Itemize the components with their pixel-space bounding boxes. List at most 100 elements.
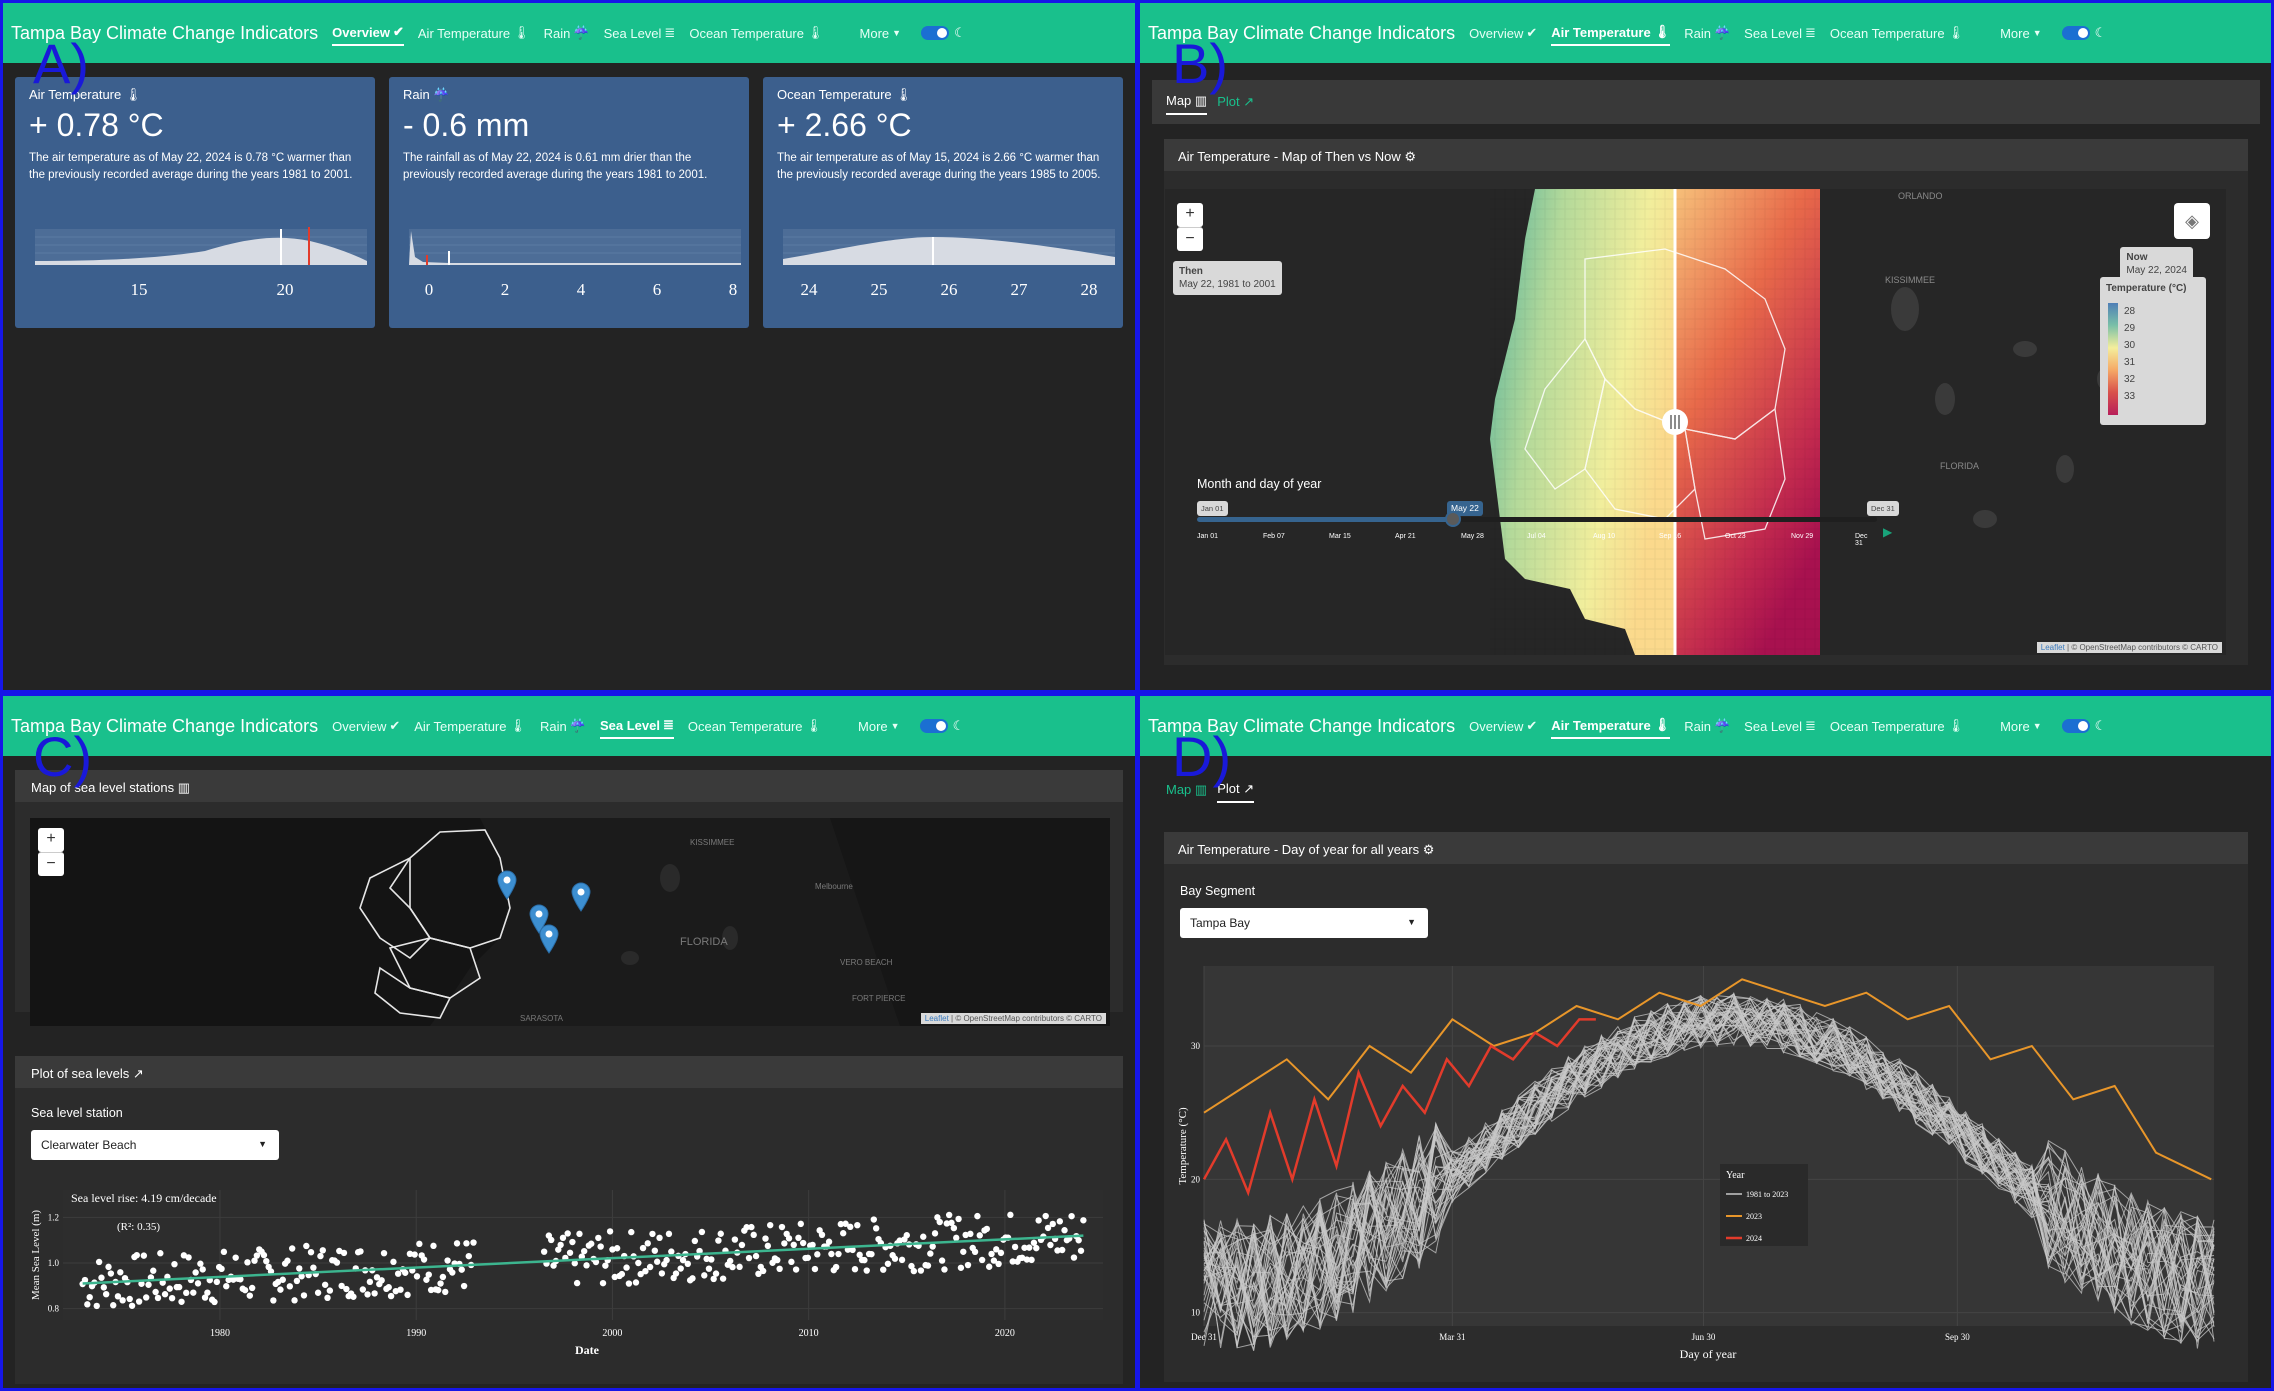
tab-plot[interactable]: Plot ↗ <box>1217 777 1255 803</box>
card-description: The air temperature as of May 15, 2024 i… <box>777 152 1101 181</box>
data-point <box>606 1228 614 1235</box>
brand[interactable]: Tampa Bay Climate Change Indicators <box>1148 715 1456 736</box>
place-label: FLORIDA <box>1940 461 1980 471</box>
brand[interactable]: Tampa Bay Climate Change Indicators <box>11 22 319 43</box>
data-point <box>442 1288 449 1296</box>
data-point <box>460 1282 468 1290</box>
data-point <box>437 1280 444 1287</box>
nav-ocean-temperature[interactable]: Ocean Temperature 🌡 <box>1829 718 1965 734</box>
zoom-in-button[interactable]: + <box>1177 203 1203 227</box>
nav-overview[interactable]: Overview ✔ <box>1469 25 1538 41</box>
data-point <box>143 1294 150 1301</box>
dark-mode-toggle[interactable] <box>919 719 948 733</box>
zoom-in-button[interactable]: + <box>38 828 64 852</box>
nav-ocean-temperature[interactable]: Ocean Temperature 🌡 <box>689 25 824 41</box>
data-point <box>623 1264 630 1271</box>
nav-overview[interactable]: Overview ✔ <box>332 718 401 734</box>
station-marker-icon[interactable] <box>570 882 592 912</box>
past-year-line <box>1203 993 2215 1328</box>
layers-icon[interactable]: ◈ <box>2174 203 2210 239</box>
data-point <box>726 1257 734 1265</box>
data-point <box>613 1245 621 1252</box>
data-point <box>731 1236 739 1243</box>
then-now-map[interactable]: ORLANDO KISSIMMEE FLORIDA + − Then May 2… <box>1165 189 2226 655</box>
chevron-down-icon: ▼ <box>2032 28 2042 38</box>
data-point <box>1058 1246 1066 1254</box>
nav-sea-level[interactable]: Sea Level ≣ <box>1744 25 1816 41</box>
station-select[interactable]: Clearwater Beach ▼ <box>31 1130 279 1160</box>
data-point <box>102 1290 110 1298</box>
thermometer-icon: 🌡 <box>124 87 142 102</box>
data-point <box>84 1301 91 1308</box>
brand[interactable]: Tampa Bay Climate Change Indicators <box>11 715 319 736</box>
nav-rain[interactable]: Rain ☔ <box>1684 718 1731 734</box>
nav-overview[interactable]: Overview ✔ <box>332 20 404 46</box>
nav-rain[interactable]: Rain ☔ <box>543 25 590 41</box>
nav-rain[interactable]: Rain ☔ <box>1684 25 1731 41</box>
nav-air-temperature[interactable]: Air Temperature 🌡 <box>414 718 527 734</box>
dark-mode-toggle[interactable] <box>2061 26 2090 40</box>
nav-air-temperature[interactable]: Air Temperature 🌡 <box>1551 20 1671 46</box>
y-tick-label: 1.0 <box>48 1258 60 1268</box>
thermometer-icon: 🌡 <box>1653 717 1671 732</box>
data-point <box>750 1231 757 1239</box>
data-point <box>371 1290 378 1297</box>
nav-rain[interactable]: Rain ☔ <box>540 718 586 734</box>
brand[interactable]: Tampa Bay Climate Change Indicators <box>1148 22 1456 43</box>
data-point <box>705 1265 713 1272</box>
moon-icon: ☾ <box>2094 25 2107 40</box>
data-point <box>1030 1239 1038 1246</box>
nav-air-temperature[interactable]: Air Temperature 🌡 <box>1551 713 1671 739</box>
nav-sea-level[interactable]: Sea Level ≣ <box>599 713 674 739</box>
sea-level-station-map[interactable]: KISSIMMEE Melbourne FLORIDA VERO BEACH F… <box>30 818 1110 1026</box>
data-point <box>1009 1258 1016 1265</box>
card-title: Air Temperature 🌡 <box>29 87 142 102</box>
place-label: SARASOTA <box>520 1014 563 1023</box>
data-point <box>95 1258 103 1266</box>
bay-segment-select[interactable]: Tampa Bay ▼ <box>1180 908 1428 938</box>
data-point <box>642 1267 649 1275</box>
station-label: Sea level station <box>31 1106 123 1120</box>
ocean-temperature-card: Ocean Temperature 🌡 + 2.66 °C The air te… <box>763 77 1123 328</box>
tab-map[interactable]: Map ▥ <box>1166 89 1208 115</box>
data-point <box>797 1220 805 1228</box>
nav-more[interactable]: More ▼ <box>2000 25 2042 41</box>
nav-ocean-temperature[interactable]: Ocean Temperature 🌡 <box>687 718 823 734</box>
slider-track[interactable] <box>1197 517 1877 522</box>
data-point <box>588 1240 595 1247</box>
data-point <box>253 1252 261 1259</box>
nav-overview[interactable]: Overview ✔ <box>1469 718 1538 734</box>
slider-handle[interactable] <box>1445 511 1461 527</box>
zoom-out-button[interactable]: − <box>1177 227 1203 251</box>
series-2024-line <box>1202 1018 1596 1197</box>
data-point <box>985 1263 993 1270</box>
moon-icon: ☾ <box>952 718 965 733</box>
dark-mode-toggle[interactable] <box>921 26 950 40</box>
data-point <box>649 1230 656 1238</box>
zoom-out-button[interactable]: − <box>38 852 64 876</box>
play-icon[interactable]: ▶ <box>1883 525 1893 539</box>
nav-air-temperature[interactable]: Air Temperature 🌡 <box>417 25 530 41</box>
nav-ocean-temperature[interactable]: Ocean Temperature 🌡 <box>1829 25 1965 41</box>
station-marker-icon[interactable] <box>496 870 518 900</box>
station-marker-icon[interactable] <box>538 924 560 954</box>
station-marker-icon[interactable] <box>528 904 550 934</box>
nav-sea-level[interactable]: Sea Level ≣ <box>603 25 676 41</box>
dark-mode-toggle[interactable] <box>2061 719 2090 733</box>
data-point <box>288 1245 296 1252</box>
nav-sea-level[interactable]: Sea Level ≣ <box>1744 718 1816 734</box>
card-title: Rain ☔ <box>403 87 450 102</box>
data-point <box>140 1252 148 1259</box>
past-year-line <box>1203 997 2215 1292</box>
data-point <box>152 1288 159 1296</box>
tab-map[interactable]: Map ▥ <box>1166 782 1208 797</box>
data-point <box>201 1294 209 1301</box>
data-point <box>98 1274 105 1281</box>
nav-more[interactable]: More ▼ <box>858 718 900 734</box>
quadrant-label: C) <box>33 725 93 788</box>
y-axis-label: Mean Sea Level (m) <box>30 1210 42 1300</box>
tab-plot[interactable]: Plot ↗ <box>1217 94 1255 109</box>
nav-more[interactable]: More ▼ <box>859 25 902 41</box>
nav-more[interactable]: More ▼ <box>2000 718 2042 734</box>
now-tooltip: Now May 22, 2024 <box>2120 247 2193 281</box>
